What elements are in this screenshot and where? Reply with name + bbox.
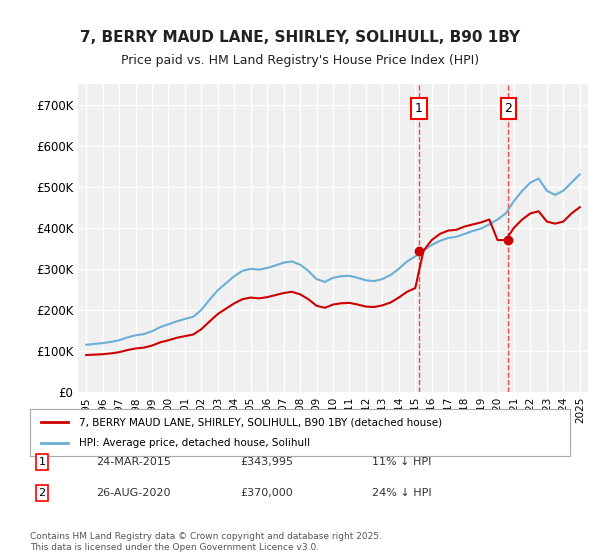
Text: 7, BERRY MAUD LANE, SHIRLEY, SOLIHULL, B90 1BY: 7, BERRY MAUD LANE, SHIRLEY, SOLIHULL, B… <box>80 30 520 45</box>
Text: 1: 1 <box>415 102 423 115</box>
Text: 1: 1 <box>38 457 46 467</box>
Text: 26-AUG-2020: 26-AUG-2020 <box>96 488 170 498</box>
Text: 2: 2 <box>504 102 512 115</box>
Text: 2: 2 <box>38 488 46 498</box>
Text: £343,995: £343,995 <box>240 457 293 467</box>
Text: 24-MAR-2015: 24-MAR-2015 <box>96 457 171 467</box>
Text: HPI: Average price, detached house, Solihull: HPI: Average price, detached house, Soli… <box>79 438 310 448</box>
Text: 24% ↓ HPI: 24% ↓ HPI <box>372 488 431 498</box>
Text: 11% ↓ HPI: 11% ↓ HPI <box>372 457 431 467</box>
Text: 7, BERRY MAUD LANE, SHIRLEY, SOLIHULL, B90 1BY (detached house): 7, BERRY MAUD LANE, SHIRLEY, SOLIHULL, B… <box>79 417 442 427</box>
Text: Contains HM Land Registry data © Crown copyright and database right 2025.
This d: Contains HM Land Registry data © Crown c… <box>30 532 382 552</box>
Text: Price paid vs. HM Land Registry's House Price Index (HPI): Price paid vs. HM Land Registry's House … <box>121 54 479 67</box>
Text: £370,000: £370,000 <box>240 488 293 498</box>
